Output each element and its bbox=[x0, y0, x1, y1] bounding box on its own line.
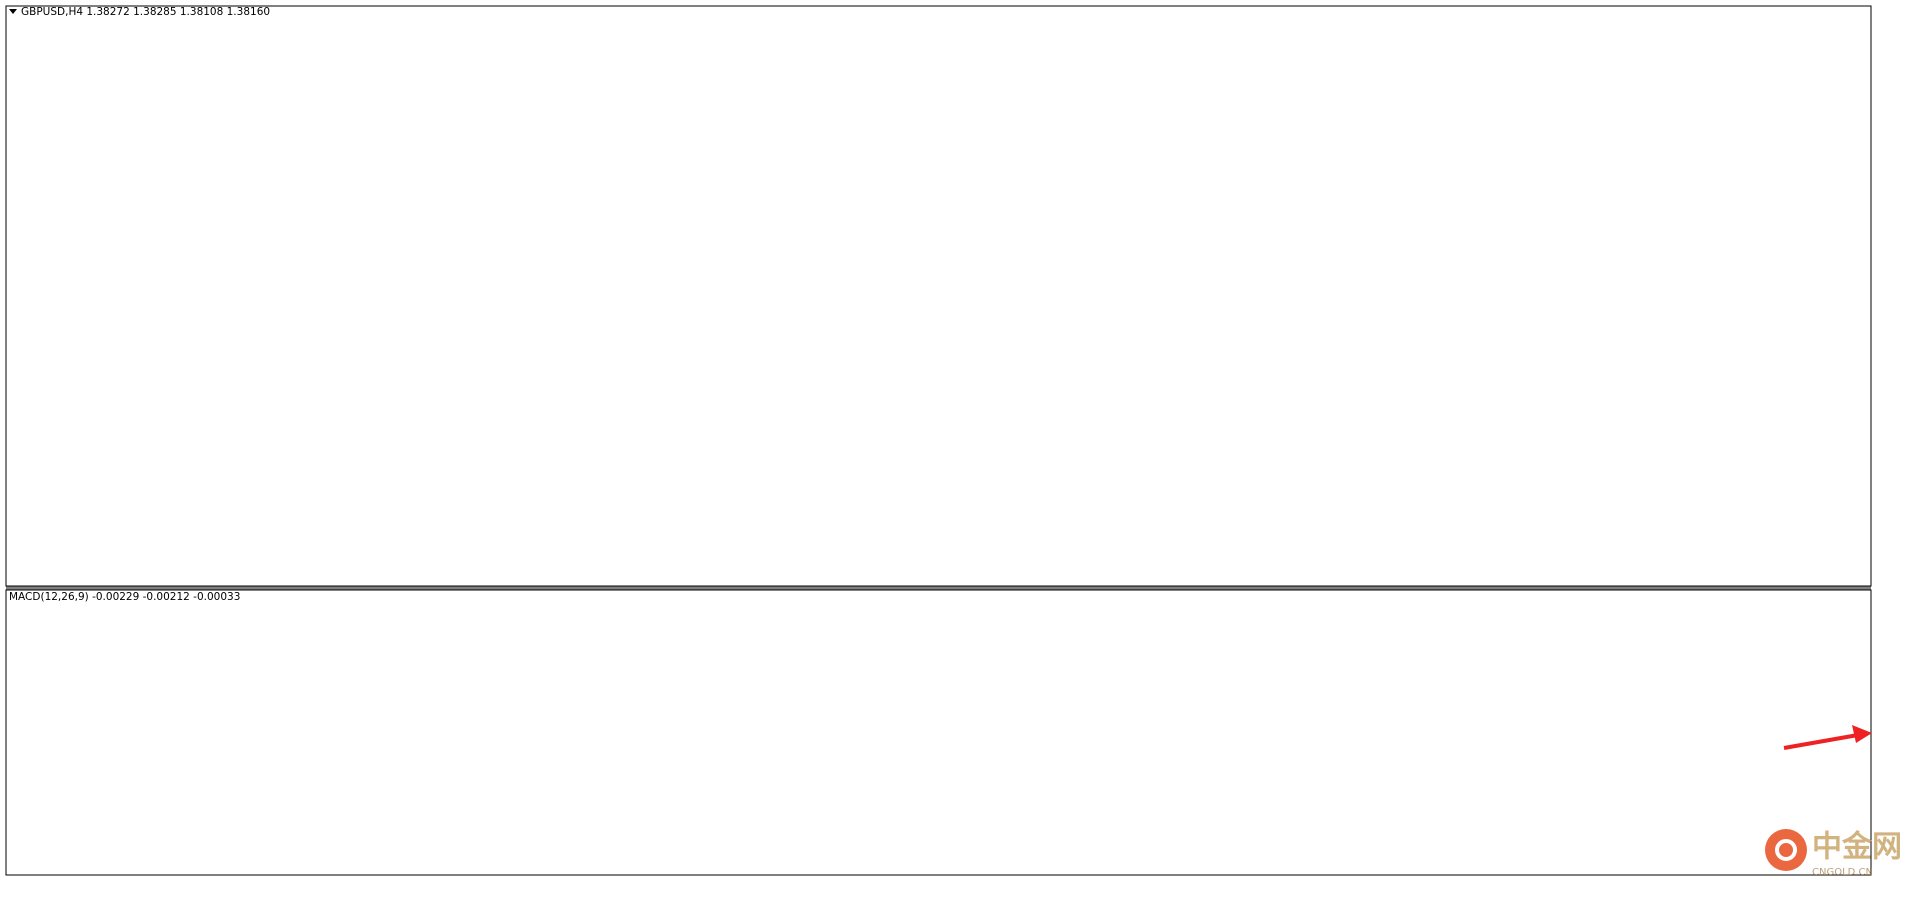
watermark-sub: CNGOLD.CN bbox=[1812, 867, 1873, 878]
annotation-arrowhead bbox=[1852, 725, 1872, 743]
price-panel-frame bbox=[5, 5, 1872, 587]
macd-panel-frame bbox=[5, 589, 1872, 876]
watermark-logo bbox=[1765, 829, 1807, 871]
watermark-text: 中金网 bbox=[1812, 830, 1902, 865]
chart-title: GBPUSD,H4 1.38272 1.38285 1.38108 1.3816… bbox=[21, 6, 270, 18]
watermark-logo-mark bbox=[1775, 839, 1797, 861]
macd-title: MACD(12,26,9) -0.00229 -0.00212 -0.00033 bbox=[9, 591, 240, 603]
menu-triangle bbox=[9, 9, 17, 14]
annotation-arrow bbox=[1783, 733, 1859, 750]
